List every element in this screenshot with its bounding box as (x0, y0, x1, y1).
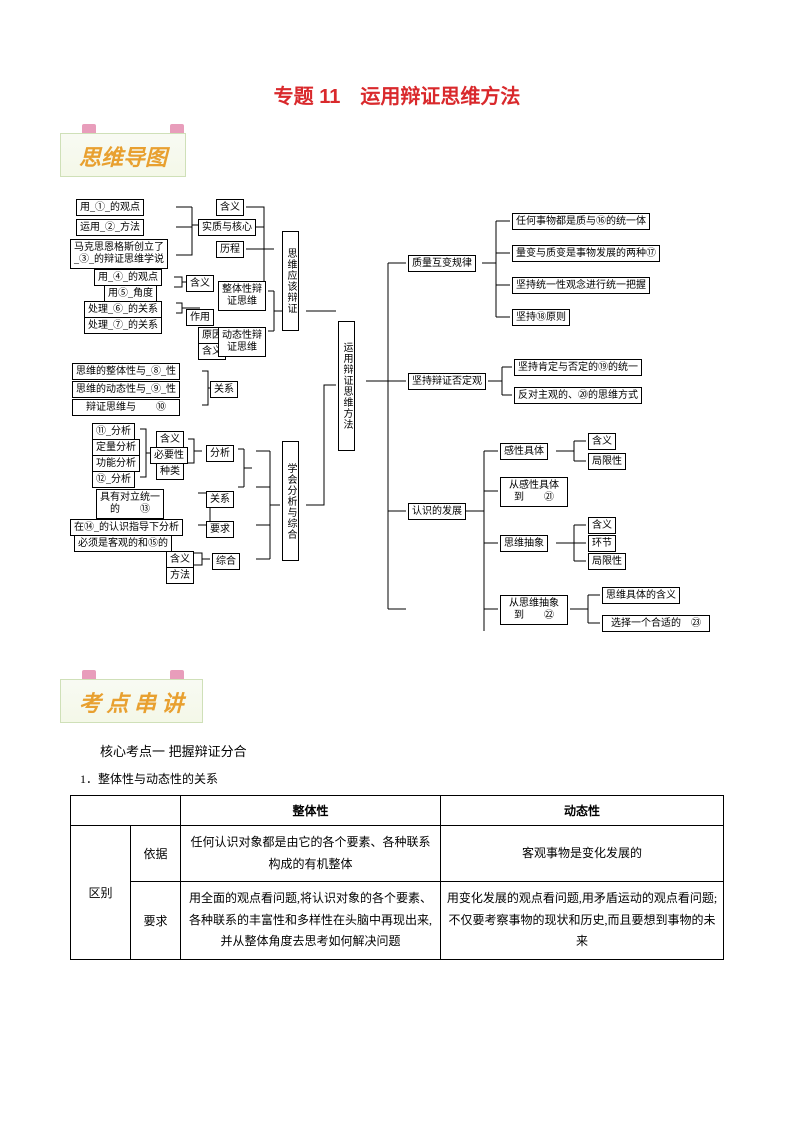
node: 从感性具体到 ㉑ (500, 477, 568, 507)
node: 用⑤_角度 (104, 285, 157, 302)
node: 功能分析 (92, 455, 140, 472)
node: 感性具体 (500, 443, 548, 460)
node: 思维的动态性与_⑨_性 (72, 381, 180, 398)
col-header: 动态性 (441, 796, 724, 826)
point-1: 1．整体性与动态性的关系 (80, 770, 724, 787)
node-vertical-center: 运用辩证思维方法 (338, 321, 355, 451)
node-vertical: 思维应该辩证 (282, 231, 299, 331)
node: 局限性 (588, 553, 626, 570)
node: 用_①_的观点 (76, 199, 144, 216)
table-row: 要求 用全面的观点看问题,将认识对象的各个要素、各种联系的丰富性和多样性在头脑中… (71, 882, 724, 960)
node: 具有对立统一的 ⑬ (96, 489, 164, 519)
row-header: 区别 (71, 826, 131, 960)
node: 整体性辩证思维 (218, 281, 266, 311)
node: 从思维抽象到 ㉒ (500, 595, 568, 625)
node: 环节 (588, 535, 616, 552)
node: 历程 (216, 241, 244, 258)
node: 处理_⑦_的关系 (84, 317, 162, 334)
node: 关系 (206, 491, 234, 508)
node: 辩证思维与 ⑩ (72, 399, 180, 416)
col-header: 整体性 (181, 796, 441, 826)
section-label-text: 考 点 串 讲 (60, 679, 203, 723)
node: 坚持⑱原则 (512, 309, 570, 326)
node: ⑫_分析 (92, 471, 135, 488)
core-point-title: 核心考点一 把握辩证分合 (100, 741, 724, 760)
cell: 客观事物是变化发展的 (441, 826, 724, 882)
node: 质量互变规律 (408, 255, 476, 272)
node: 反对主观的、⑳的思维方式 (514, 387, 642, 404)
node: 含义 (186, 275, 214, 292)
node: 作用 (186, 309, 214, 326)
table-row: 整体性 动态性 (71, 796, 724, 826)
node: 含义 (588, 433, 616, 450)
node: 要求 (206, 521, 234, 538)
node: 运用_②_方法 (76, 219, 144, 236)
node: 思维抽象 (500, 535, 548, 552)
node: 必要性 (150, 447, 188, 464)
node: 种类 (156, 463, 184, 480)
node: 含义 (216, 199, 244, 216)
node: 用_④_的观点 (94, 269, 162, 286)
node: 选择一个合适的 ㉓ (602, 615, 710, 632)
node: 必须是客观的和⑮的 (74, 535, 172, 552)
cell: 用变化发展的观点看问题,用矛盾运动的观点看问题;不仅要考察事物的现状和历史,而且… (441, 882, 724, 960)
node-vertical: 学会分析与综合 (282, 441, 299, 561)
cell: 要求 (131, 882, 181, 960)
mindmap-diagram: 用_①_的观点 运用_②_方法 马克思恩格斯创立了_③_的辩证思维学说 用_④_… (70, 191, 724, 661)
cell: 用全面的观点看问题,将认识对象的各个要素、各种联系的丰富性和多样性在头脑中再现出… (181, 882, 441, 960)
cell: 依据 (131, 826, 181, 882)
section-label-text: 思维导图 (60, 133, 186, 177)
node: 任何事物都是质与⑯的统一体 (512, 213, 650, 230)
table-row: 区别 依据 任何认识对象都是由它的各个要素、各种联系构成的有机整体 客观事物是变… (71, 826, 724, 882)
node: 实质与核心 (198, 219, 256, 236)
node: ⑪_分析 (92, 423, 135, 440)
node: 分析 (206, 445, 234, 462)
node: 量变与质变是事物发展的两种⑰ (512, 245, 660, 262)
node: 含义 (166, 551, 194, 568)
node: 坚持肯定与否定的⑲的统一 (514, 359, 642, 376)
comparison-table: 整体性 动态性 区别 依据 任何认识对象都是由它的各个要素、各种联系构成的有机整… (70, 795, 724, 960)
node: 思维的整体性与_⑧_性 (72, 363, 180, 380)
node: 方法 (166, 567, 194, 584)
node: 处理_⑥_的关系 (84, 301, 162, 318)
section-keypoints-label: 考 点 串 讲 (60, 679, 724, 723)
node: 坚持统一性观念进行统一把握 (512, 277, 650, 294)
node: 思维具体的含义 (602, 587, 680, 604)
node: 综合 (212, 553, 240, 570)
node: 定量分析 (92, 439, 140, 456)
node: 坚持辩证否定观 (408, 373, 486, 390)
node: 认识的发展 (408, 503, 466, 520)
section-mindmap-label: 思维导图 (60, 133, 724, 177)
node: 关系 (210, 381, 238, 398)
node: 局限性 (588, 453, 626, 470)
cell: 任何认识对象都是由它的各个要素、各种联系构成的有机整体 (181, 826, 441, 882)
node: 含义 (588, 517, 616, 534)
node: 动态性辩证思维 (218, 327, 266, 357)
node: 含义 (156, 431, 184, 448)
page-title: 专题 11 运用辩证思维方法 (70, 80, 724, 109)
node: 在⑭_的认识指导下分析 (70, 519, 183, 536)
node: 马克思恩格斯创立了_③_的辩证思维学说 (70, 239, 168, 269)
